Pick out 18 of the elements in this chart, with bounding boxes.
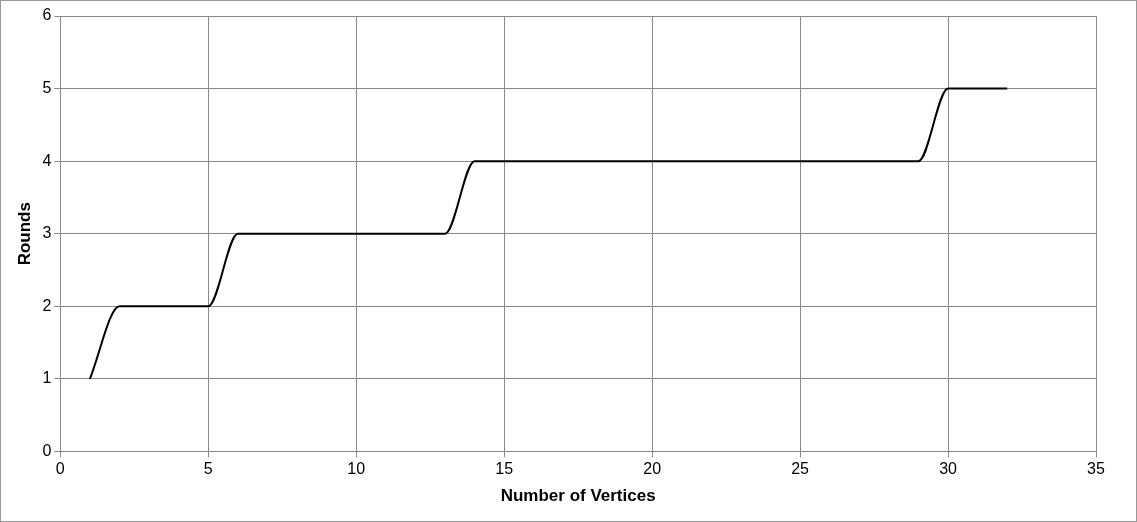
x-axis-title: Number of Vertices	[500, 486, 656, 506]
y-tick-label: 5	[42, 78, 52, 96]
x-tick-label: 35	[1087, 460, 1105, 478]
y-axis-title: Rounds	[14, 202, 34, 266]
x-tick-label: 30	[939, 460, 958, 478]
y-tick-label: 4	[42, 151, 52, 169]
x-tick-label: 0	[55, 460, 65, 478]
y-tick-label: 6	[42, 6, 52, 24]
x-tick-label: 10	[347, 460, 366, 478]
line-series	[88, 87, 1009, 380]
x-tick-label: 5	[203, 460, 213, 478]
y-tick-label: 3	[42, 224, 52, 242]
x-tick-label: 15	[495, 460, 514, 478]
x-tick-label: 20	[643, 460, 662, 478]
y-tick-label: 2	[42, 296, 52, 314]
y-tick-label: 0	[42, 441, 52, 459]
x-tick-label: 25	[791, 460, 810, 478]
y-tick-label: 1	[42, 369, 52, 387]
